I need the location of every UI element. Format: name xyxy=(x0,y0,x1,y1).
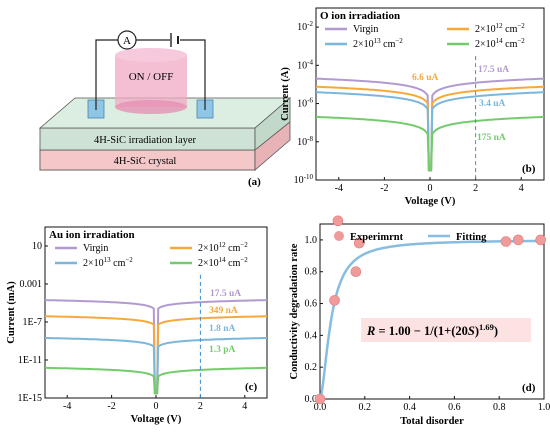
y-tick-label: 10-6 xyxy=(297,97,313,110)
series-line xyxy=(316,85,544,172)
x-tick-label: 0 xyxy=(428,183,433,194)
legend-entry: 2×1014 cm−2 xyxy=(475,37,525,50)
series-line xyxy=(44,366,268,395)
y-tick-label: 1E-7 xyxy=(23,317,42,328)
cylinder-top xyxy=(115,48,187,62)
y-axis-label: Conductivity degradation rate xyxy=(289,243,300,379)
ammeter-icon xyxy=(117,30,137,50)
panel-label: (c) xyxy=(245,381,258,393)
panel-label: (b) xyxy=(522,163,536,175)
series-line xyxy=(316,115,544,172)
y-tick-label: 1E-15 xyxy=(18,393,42,404)
legend-entry: Virgin xyxy=(83,243,108,254)
data-label: 17.5 uA xyxy=(478,65,509,75)
y-tick-label: 0.0 xyxy=(305,394,318,405)
y-tick-label: 10-8 xyxy=(297,135,313,148)
x-tick-label: 4 xyxy=(242,401,247,412)
crystal-side-right xyxy=(254,121,291,171)
y-tick-label: 1.0 xyxy=(305,235,318,246)
y-tick-label: 10-4 xyxy=(297,58,313,71)
layer-label: 4H-SiC irradiation layer xyxy=(94,135,197,146)
x-tick-label: 4 xyxy=(519,183,524,194)
ammeter-label: A xyxy=(123,35,131,47)
y-axis-label: Current (A) xyxy=(280,67,291,121)
x-tick-label: 0.0 xyxy=(314,402,327,413)
equation: R = 1.00 − 1/(1+(20S)1.69) xyxy=(366,322,498,338)
chart-title: O ion irradiation xyxy=(320,10,400,22)
data-label: 1.3 pA xyxy=(209,345,236,355)
experiment-point xyxy=(512,234,524,246)
y-tick-label: 10-10 xyxy=(294,173,314,186)
chart-title: Au ion irradiation xyxy=(49,229,135,241)
legend-entry: 2×1012 cm−2 xyxy=(198,241,248,254)
x-tick-label: 0.6 xyxy=(448,402,461,413)
panel-c: -4 -2 0 2 4 10 0.001 1E-7 1E-11 1E-15 Voltage (V) C… xyxy=(6,226,268,425)
x-tick-label: 0.4 xyxy=(403,402,416,413)
experiment-point xyxy=(329,295,340,306)
wire-right xyxy=(180,39,206,110)
y-tick-label: 10 xyxy=(32,241,42,252)
y-tick-label: 0.8 xyxy=(305,267,318,278)
data-label: 175 nA xyxy=(477,133,506,143)
x-tick-label: 1.0 xyxy=(538,402,550,413)
wire-left xyxy=(95,39,118,110)
cylinder-bottom xyxy=(115,100,187,114)
legend-entry: Fitting xyxy=(456,232,487,243)
data-label: 349 nA xyxy=(209,306,238,316)
experiment-point xyxy=(535,234,546,246)
experiment-point xyxy=(332,215,344,227)
x-tick-label: -4 xyxy=(63,401,71,412)
y-axis-label: Current (mA) xyxy=(6,281,17,344)
experiment-point xyxy=(314,393,326,405)
equation-box xyxy=(361,318,531,342)
x-tick-label: 2 xyxy=(198,401,203,412)
panel-b: -4 -2 0 2 4 10-10 10-8 10-6 10-4 10-2 Voltage (V) C… xyxy=(280,7,545,207)
y-tick-label: 1E-11 xyxy=(18,355,42,366)
legend-entry: 2×1013 cm−2 xyxy=(83,256,133,269)
y-tick-label: 0.2 xyxy=(305,362,318,373)
x-axis-label: Voltage (V) xyxy=(131,414,182,425)
series-line xyxy=(316,91,544,172)
legend-entry: 2×1014 cm−2 xyxy=(198,256,248,269)
crystal-label: 4H-SiC crystal xyxy=(114,156,177,167)
y-tick-label: 0.4 xyxy=(305,330,318,341)
x-tick-label: 0.8 xyxy=(493,402,506,413)
experiment-point xyxy=(353,237,365,249)
series-line xyxy=(316,77,544,172)
data-label: 3.4 uA xyxy=(479,99,506,109)
cylinder-body xyxy=(115,55,187,107)
legend-entry: Virgin xyxy=(353,24,378,35)
cylinder-label: ON / OFF xyxy=(129,71,174,83)
data-label: 1.8 nA xyxy=(209,324,236,334)
y-tick-label: 0.001 xyxy=(20,279,43,290)
panel-a-label: (a) xyxy=(248,176,261,188)
legend-entry: 2×1013 cm−2 xyxy=(353,37,403,50)
plot-frame xyxy=(319,223,545,400)
x-axis-label: Voltage (V) xyxy=(405,196,456,207)
data-label: 6.6 uA xyxy=(412,73,439,83)
x-axis-label: Total disorder xyxy=(400,416,464,427)
y-tick-label: 0.6 xyxy=(305,299,318,310)
x-tick-label: 0 xyxy=(154,401,159,412)
x-tick-label: -2 xyxy=(380,183,388,194)
legend-marker xyxy=(334,231,344,241)
data-label: 17.5 uA xyxy=(210,289,241,299)
legend-entry: 2×1012 cm−2 xyxy=(475,22,525,35)
y-tick-label: 10-2 xyxy=(297,20,313,33)
x-tick-label: -2 xyxy=(107,401,115,412)
experiment-point xyxy=(350,266,362,278)
x-tick-label: 2 xyxy=(473,183,478,194)
legend-entry: Experimrnt xyxy=(350,232,404,243)
panel-d: 0.0 0.2 0.4 0.6 0.8 1.0 0.0 0.2 0.4 0.6 0.8 1.0 Tota… xyxy=(289,215,550,427)
x-tick-label: 0.2 xyxy=(359,402,372,413)
schematic-panel: 4H-SiC irradiation layer 4H-SiC crystal ON… xyxy=(38,30,292,188)
x-tick-label: -4 xyxy=(335,183,343,194)
experiment-point xyxy=(500,236,512,247)
panel-label: (d) xyxy=(522,382,536,394)
